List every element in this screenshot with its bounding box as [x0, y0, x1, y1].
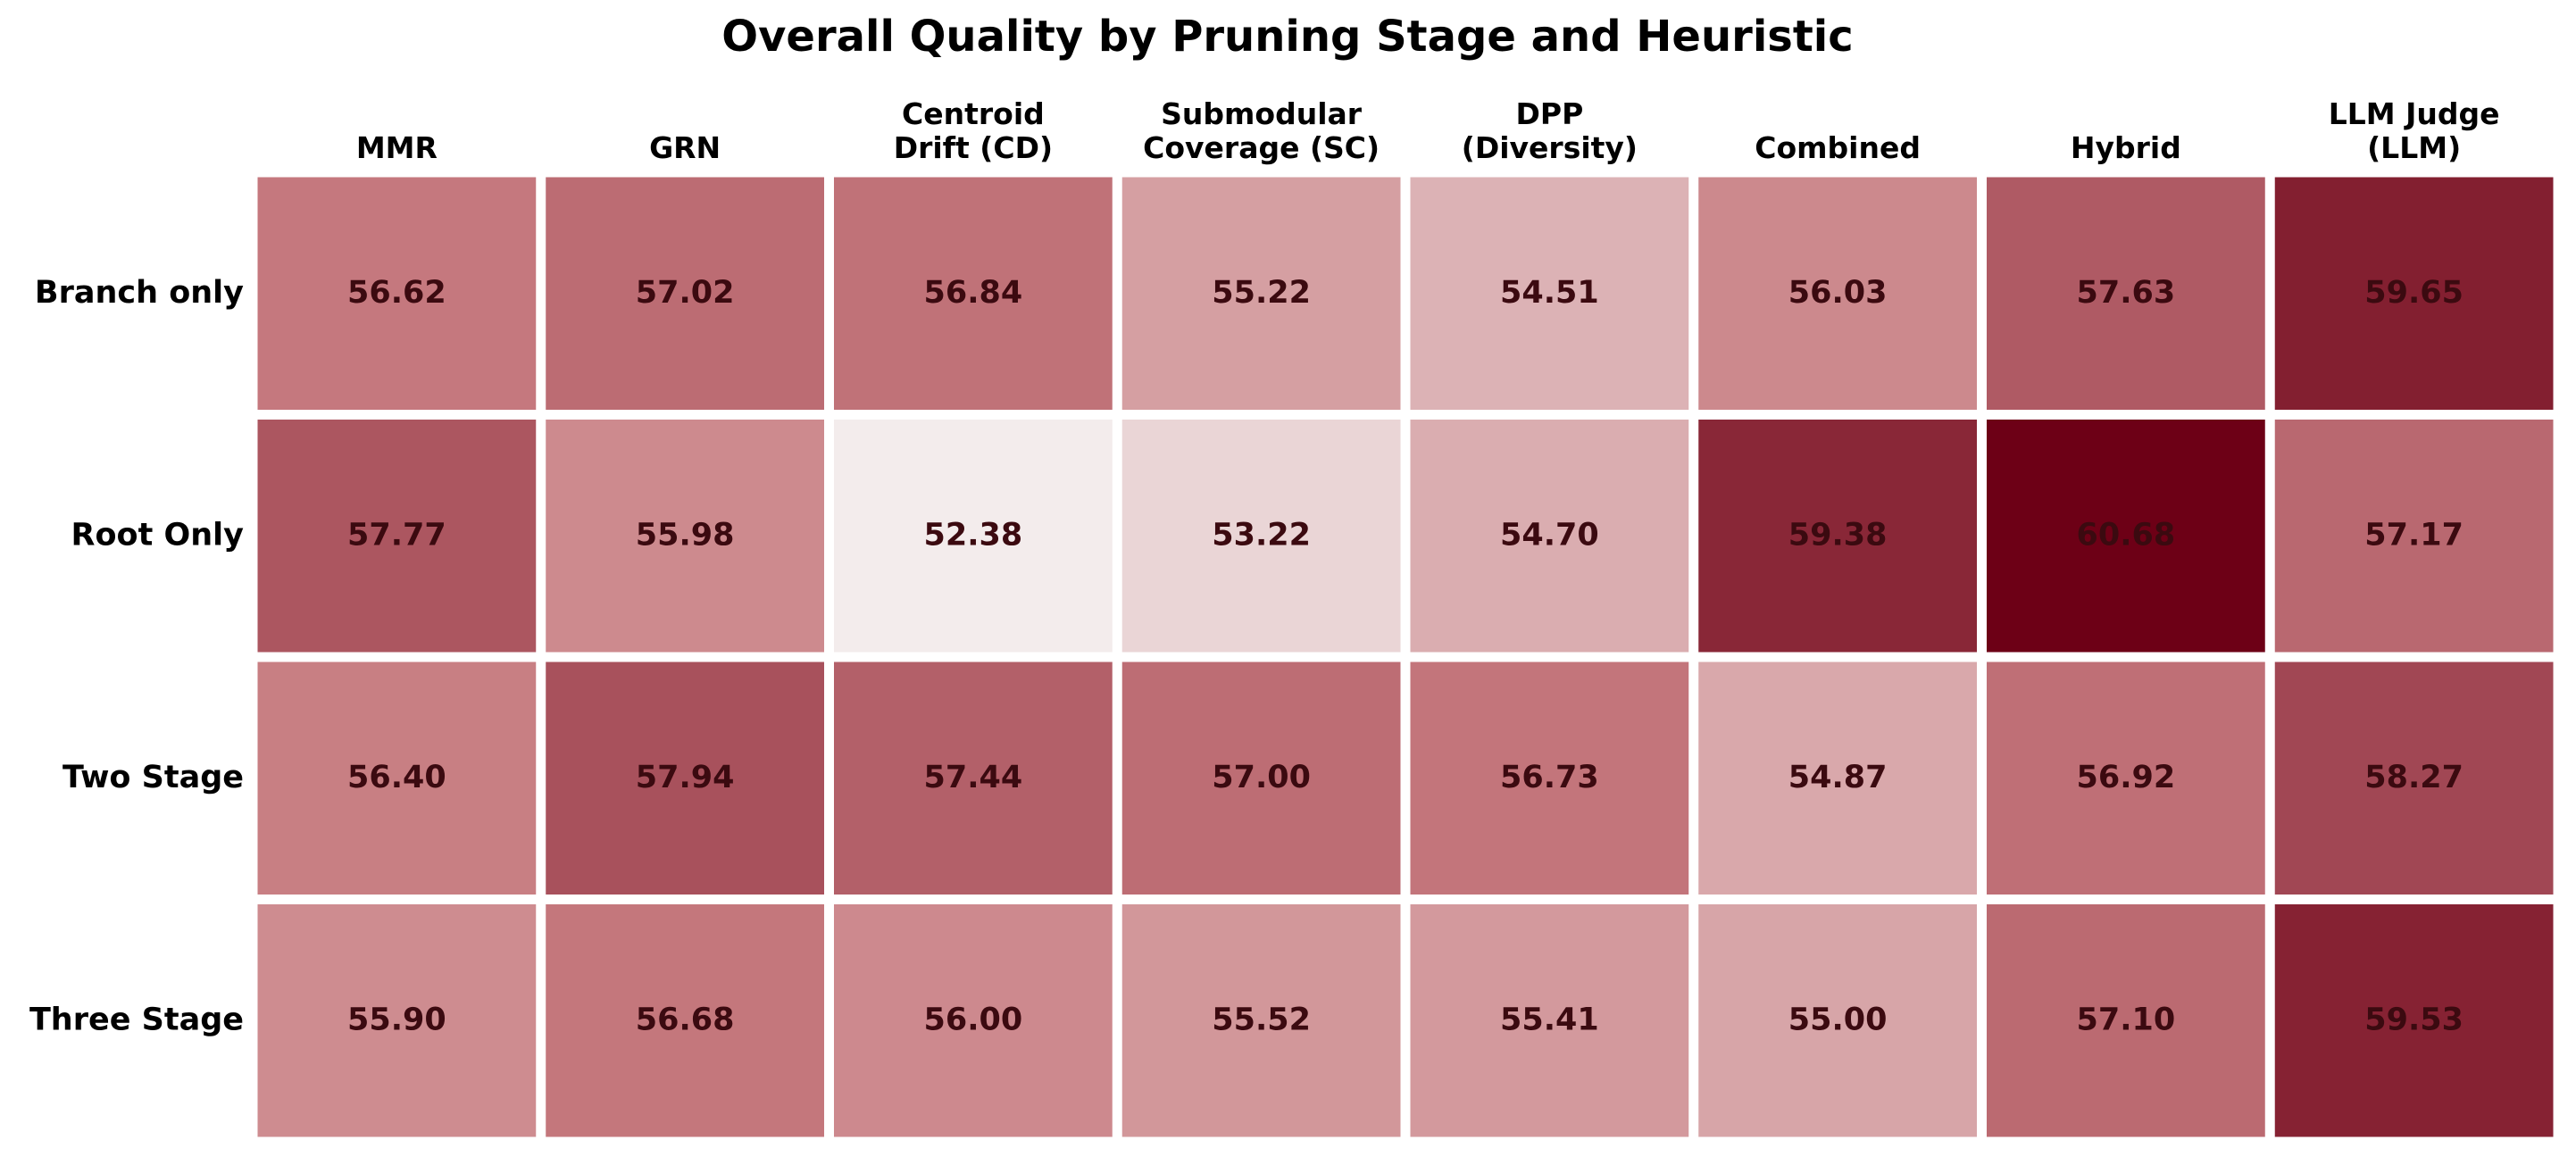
cell-value-label: 56.68	[636, 1002, 735, 1037]
x-tick-label: DPP (Diversity)	[1462, 96, 1638, 165]
cell-value-label: 56.73	[1500, 760, 1599, 795]
y-tick-label: Two Stage	[63, 760, 244, 795]
cell-value-label: 57.63	[2077, 275, 2176, 311]
heatmap-cell	[1987, 420, 2265, 653]
cell-value-label: 54.87	[1788, 760, 1888, 795]
x-tick-label: Combined	[1755, 130, 1921, 165]
x-tick-label: Submodular Coverage (SC)	[1143, 96, 1380, 165]
heatmap-cell	[1987, 904, 2265, 1137]
cell-value-label: 59.65	[2364, 275, 2463, 311]
heatmap-cell	[834, 904, 1113, 1137]
y-tick-label: Root Only	[71, 517, 245, 553]
heatmap-cell	[834, 662, 1113, 895]
cell-value-label: 59.53	[2364, 1002, 2463, 1037]
heatmap-cell	[1121, 420, 1401, 653]
heatmap-cell	[257, 177, 537, 410]
chart-title: Overall Quality by Pruning Stage and Heu…	[721, 12, 1853, 62]
cell-value-label: 56.00	[924, 1002, 1023, 1037]
heatmap-cell	[1410, 904, 1689, 1137]
heatmap-cell	[2274, 420, 2554, 653]
heatmap-cell	[257, 904, 537, 1137]
cell-value-label: 59.38	[1788, 517, 1888, 553]
heatmap-cell	[834, 420, 1113, 653]
heatmap-cell	[257, 420, 537, 653]
cell-value-label: 55.98	[636, 517, 735, 553]
cell-value-label: 55.52	[1212, 1002, 1311, 1037]
x-tick-label: Centroid Drift (CD)	[894, 96, 1053, 165]
heatmap-cell	[1698, 662, 1977, 895]
x-tick-label: MMR	[356, 130, 438, 165]
heatmap-cell	[1987, 177, 2265, 410]
cell-value-label: 56.84	[924, 275, 1023, 311]
heatmap-cell	[546, 904, 824, 1137]
heatmap-cell	[1410, 662, 1689, 895]
x-tick-label: Hybrid	[2071, 130, 2181, 165]
cell-value-label: 56.62	[347, 275, 446, 311]
x-tick-label: LLM Judge (LLM)	[2329, 96, 2500, 165]
cell-value-label: 58.27	[2364, 760, 2463, 795]
heatmap-cell	[257, 662, 537, 895]
cell-value-label: 60.68	[2077, 517, 2176, 553]
y-tick-label: Three Stage	[29, 1002, 244, 1037]
heatmap-cell	[1121, 904, 1401, 1137]
heatmap-cell	[1698, 177, 1977, 410]
heatmap-cell	[1987, 662, 2265, 895]
cell-value-label: 57.17	[2364, 517, 2463, 553]
cell-value-label: 57.10	[2077, 1002, 2176, 1037]
cell-value-label: 52.38	[924, 517, 1023, 553]
cell-value-label: 55.41	[1500, 1002, 1599, 1037]
x-tick-label: GRN	[649, 130, 721, 165]
heatmap-cell	[546, 420, 824, 653]
cell-value-label: 55.22	[1212, 275, 1311, 311]
heatmap-cell	[1698, 420, 1977, 653]
cell-value-label: 55.90	[347, 1002, 446, 1037]
cell-value-label: 55.00	[1788, 1002, 1888, 1037]
heatmap-cell	[2274, 904, 2554, 1137]
heatmap-cell	[546, 177, 824, 410]
cell-value-label: 56.40	[347, 760, 446, 795]
heatmap-cell	[1410, 177, 1689, 410]
cell-value-label: 53.22	[1212, 517, 1311, 553]
heatmap-cell	[1121, 662, 1401, 895]
cell-value-label: 54.70	[1500, 517, 1599, 553]
cell-value-label: 57.44	[924, 760, 1023, 795]
heatmap-cell	[1698, 904, 1977, 1137]
heatmap-cell	[546, 662, 824, 895]
heatmap-cell	[1121, 177, 1401, 410]
y-tick-label: Branch only	[35, 275, 244, 311]
cell-value-label: 57.00	[1212, 760, 1311, 795]
cell-value-label: 54.51	[1500, 275, 1599, 311]
cell-value-label: 56.03	[1788, 275, 1888, 311]
heatmap-cell	[2274, 177, 2554, 410]
heatmap-cell	[2274, 662, 2554, 895]
cell-value-label: 57.77	[347, 517, 446, 553]
cell-value-label: 56.92	[2077, 760, 2176, 795]
cell-value-label: 57.94	[636, 760, 735, 795]
heatmap-cell	[1410, 420, 1689, 653]
cell-value-label: 57.02	[636, 275, 735, 311]
heatmap-cell	[834, 177, 1113, 410]
